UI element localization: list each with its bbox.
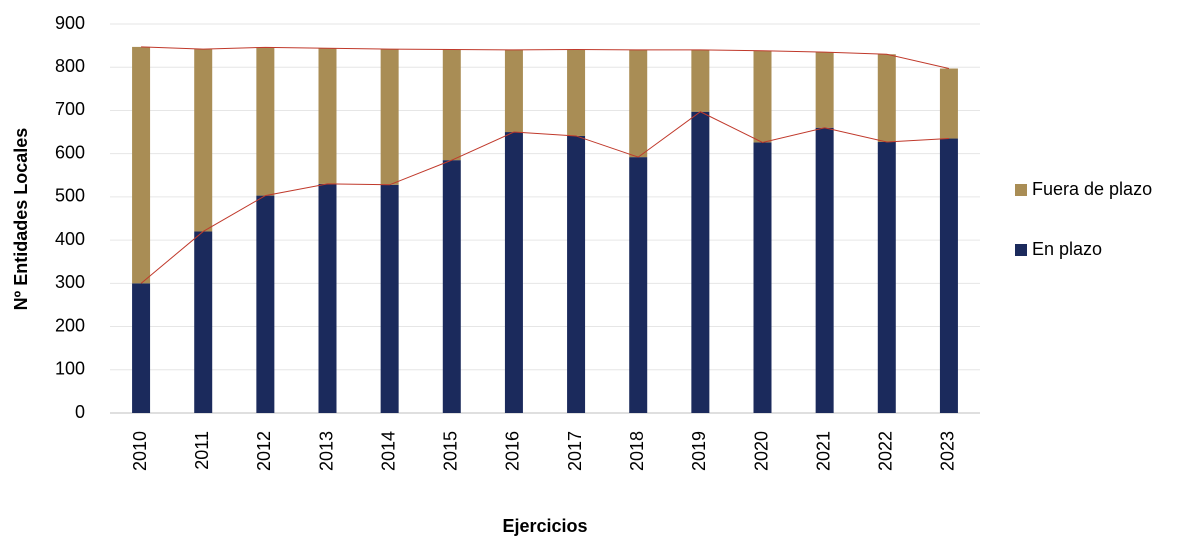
bar-segment	[380, 184, 399, 413]
bar-segment	[318, 183, 337, 413]
x-axis-title: Ejercicios	[502, 516, 587, 536]
x-tick-label: 2018	[627, 431, 647, 471]
y-tick-label: 500	[55, 186, 85, 206]
y-tick-label: 400	[55, 229, 85, 249]
y-tick-label: 200	[55, 315, 85, 335]
bar-segment	[380, 49, 399, 185]
y-tick-label: 800	[55, 56, 85, 76]
x-tick-label: 2010	[130, 431, 150, 471]
y-tick-label: 0	[75, 402, 85, 422]
x-tick-label: 2013	[316, 431, 336, 471]
x-tick-label: 2016	[503, 431, 523, 471]
trend-line	[140, 111, 949, 284]
legend-label: Fuera de plazo	[1032, 179, 1152, 199]
x-tick-label: 2019	[689, 431, 709, 471]
bar-segment	[442, 160, 461, 413]
bar-segment	[691, 49, 710, 112]
y-tick-label: 900	[55, 13, 85, 33]
x-tick-label: 2020	[751, 431, 771, 471]
y-tick-label: 300	[55, 272, 85, 292]
bar-segment	[504, 49, 523, 133]
y-tick-label: 100	[55, 359, 85, 379]
bar-segment	[318, 48, 337, 184]
x-tick-label: 2022	[876, 431, 896, 471]
x-tick-label: 2023	[938, 431, 958, 471]
bar-segment	[629, 49, 648, 158]
x-tick-label: 2014	[378, 431, 398, 471]
legend-label: En plazo	[1032, 239, 1102, 259]
bar-segment	[194, 231, 213, 413]
bar-segment	[567, 135, 586, 413]
bar-segment	[567, 49, 586, 136]
bar-segment	[815, 127, 834, 413]
bar-segment	[194, 49, 213, 232]
bar-segment	[753, 50, 772, 143]
legend-swatch	[1015, 184, 1027, 196]
bar-segment	[256, 195, 275, 413]
x-tick-label: 2021	[813, 431, 833, 471]
x-tick-label: 2015	[441, 431, 461, 471]
bar-segment	[939, 68, 958, 139]
bar-segment	[877, 141, 896, 413]
bar-segment	[504, 132, 523, 414]
bar-segment	[442, 49, 461, 161]
bar-segment	[939, 138, 958, 414]
x-tick-label: 2017	[565, 431, 585, 471]
bar-segment	[877, 54, 896, 142]
bar-segment	[691, 111, 710, 413]
x-tick-label: 2012	[254, 431, 274, 471]
bar-segment	[256, 47, 275, 196]
trend-line	[141, 46, 950, 70]
y-tick-label: 700	[55, 99, 85, 119]
y-axis-title: Nº Entidades Locales	[11, 128, 31, 311]
bar-segment	[132, 283, 151, 413]
bar-segment	[753, 142, 772, 413]
bar-segment	[132, 46, 151, 284]
x-tick-label: 2011	[192, 431, 212, 470]
y-tick-label: 600	[55, 142, 85, 162]
bar-segment	[629, 157, 648, 413]
bar-segment	[815, 52, 834, 128]
legend-swatch	[1015, 244, 1027, 256]
